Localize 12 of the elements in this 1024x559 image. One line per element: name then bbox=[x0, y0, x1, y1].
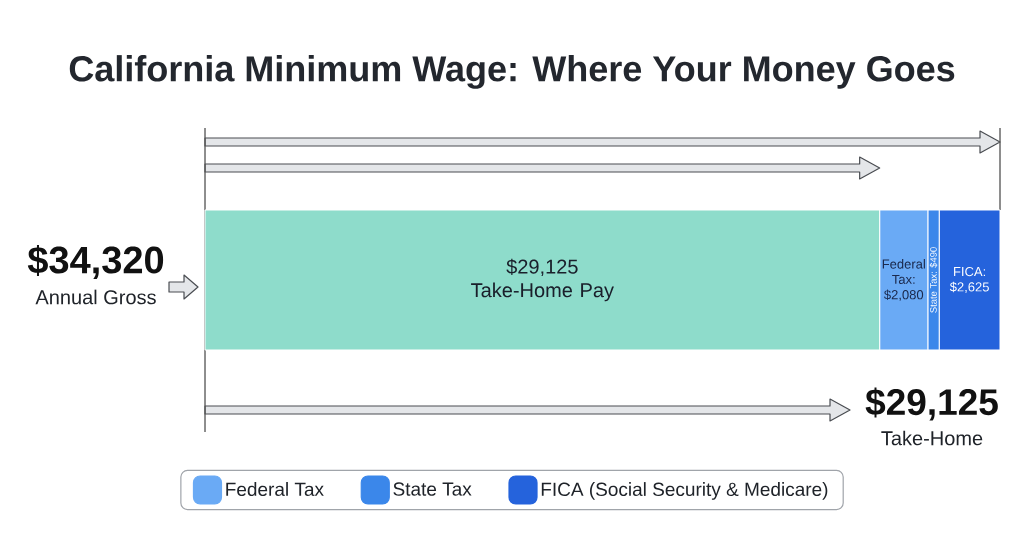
text: Take-Home bbox=[881, 430, 983, 446]
text: $34,320 bbox=[27, 244, 164, 280]
data-label: FICA: $2,625 bbox=[949, 266, 989, 294]
legend-label: State Tax bbox=[393, 482, 472, 496]
text: Annual Gross bbox=[35, 289, 156, 305]
data-label: Federal Tax: $2,080 bbox=[882, 259, 925, 301]
chart-title: California Minimum Wage: Where Your Money Goes bbox=[69, 55, 955, 89]
legend-label: Federal Tax bbox=[226, 482, 324, 497]
data-label: State Tax: $490 bbox=[929, 247, 938, 313]
text: $29,125 bbox=[865, 387, 998, 421]
data-label: $29,125 Take-Home Pay bbox=[471, 258, 614, 302]
legend-label: FICA (Social Security & Medicare) bbox=[541, 482, 828, 500]
